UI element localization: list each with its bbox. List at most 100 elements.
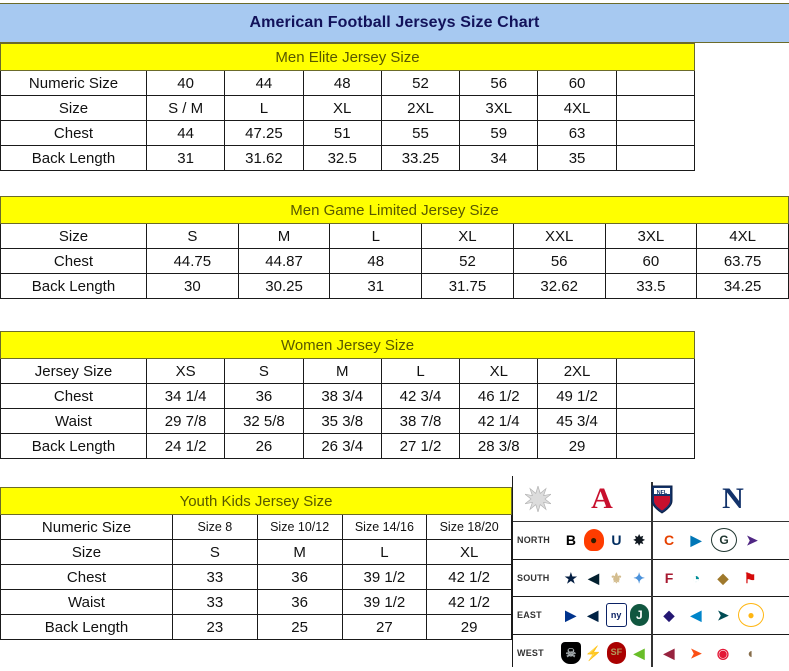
empty-cell (616, 146, 694, 171)
data-cell: S (225, 359, 303, 384)
table-banner-women: Women Jersey Size (1, 332, 695, 359)
data-cell: 26 3/4 (303, 434, 381, 459)
table-banner-men-elite: Men Elite Jersey Size (1, 44, 695, 71)
team-logo-chiefs-icon: ◉ (711, 642, 735, 664)
data-cell: 34 1/4 (147, 384, 225, 409)
data-cell: 42 1/4 (460, 409, 538, 434)
team-logo-bengals-icon: B (561, 529, 581, 551)
data-cell: 45 3/4 (538, 409, 616, 434)
afc-letter: A (591, 484, 613, 514)
data-cell: 2XL (381, 96, 459, 121)
data-cell: M (303, 359, 381, 384)
data-cell: 34.25 (697, 274, 789, 299)
data-cell: 60 (605, 249, 697, 274)
afc-team-group: ★◀⚜✦ (561, 567, 649, 589)
data-cell: 31.75 (422, 274, 514, 299)
row-label: Back Length (1, 274, 147, 299)
data-cell: Size 18/20 (427, 515, 512, 540)
team-logo-eagles-icon: ➤ (711, 604, 735, 626)
empty-cell (616, 96, 694, 121)
row-label: Jersey Size (1, 359, 147, 384)
data-cell: Size 14/16 (342, 515, 427, 540)
team-logo-redskins-icon: ● (738, 603, 764, 627)
data-cell: 44.87 (238, 249, 330, 274)
data-cell: 44 (225, 71, 303, 96)
data-cell: L (381, 359, 459, 384)
data-cell: 32 5/8 (225, 409, 303, 434)
data-cell: 29 (427, 615, 512, 640)
team-logo-chargers-icon: ⚡ (584, 642, 604, 664)
team-logo-colts-icon: U (607, 529, 627, 551)
data-cell: 52 (381, 71, 459, 96)
data-cell: XS (147, 359, 225, 384)
data-cell: 40 (147, 71, 225, 96)
data-cell: 27 1/2 (381, 434, 459, 459)
table-banner-row: Men Elite Jersey Size (1, 44, 695, 71)
empty-cell (616, 384, 694, 409)
data-cell: 47.25 (225, 121, 303, 146)
team-logo-ravens-icon: ◆ (657, 604, 681, 626)
team-logo-panthers-icon: ◀ (684, 604, 708, 626)
data-cell: 4XL (538, 96, 616, 121)
team-logo-steelers-icon: ✸ (629, 529, 649, 551)
data-cell: 29 7/8 (147, 409, 225, 434)
data-cell: 29 (538, 434, 616, 459)
empty-cell (616, 71, 694, 96)
data-cell: 4XL (697, 224, 789, 249)
team-logo-buccaneers-icon: ⚑ (738, 567, 762, 589)
nfc-logo: N (683, 484, 783, 514)
data-cell: 35 3/8 (303, 409, 381, 434)
svg-text:NFL: NFL (657, 490, 668, 496)
data-cell: 39 1/2 (342, 565, 427, 590)
team-logo-browns-icon: ● (584, 529, 604, 551)
row-label: Back Length (1, 615, 173, 640)
data-cell: Size 10/12 (257, 515, 342, 540)
team-logo-seahawks-icon: ◀ (629, 642, 649, 664)
team-logo-packers-icon: G (711, 528, 737, 552)
row-label: Size (1, 540, 173, 565)
team-logo-bills-icon: ▶ (561, 604, 580, 626)
row-label: Numeric Size (1, 71, 147, 96)
team-logo-broncos-icon: ➤ (684, 642, 708, 664)
row-label: Waist (1, 409, 147, 434)
data-cell: 63 (538, 121, 616, 146)
team-logo-patriots-icon: ◀ (583, 604, 602, 626)
data-cell: 33.25 (381, 146, 459, 171)
row-label: Back Length (1, 434, 147, 459)
row-label: Waist (1, 590, 173, 615)
team-logo-texans-icon: ◀ (584, 567, 604, 589)
data-cell: XL (422, 224, 514, 249)
team-logo-titans-icon: ✦ (629, 567, 649, 589)
nfc-team-group: C▶G➤ (649, 528, 777, 552)
nfc-team-group: ◀➤◉◖ (649, 642, 777, 664)
data-cell: XL (460, 359, 538, 384)
team-logo-giants-icon: ny (606, 603, 627, 627)
data-cell: 28 3/8 (460, 434, 538, 459)
table-banner-youth-kids: Youth Kids Jersey Size (1, 488, 512, 515)
data-cell: 33.5 (605, 274, 697, 299)
empty-cell (616, 121, 694, 146)
data-cell: 31 (147, 146, 225, 171)
empty-cell (616, 359, 694, 384)
data-cell: 25 (257, 615, 342, 640)
team-logo-rams-icon: ◖ (738, 642, 762, 664)
data-cell: 55 (381, 121, 459, 146)
team-logo-bears-icon: C (657, 529, 681, 551)
afc-logo: A (563, 484, 641, 514)
table-banner-row: Women Jersey Size (1, 332, 695, 359)
empty-cell (616, 434, 694, 459)
data-cell: 36 (257, 565, 342, 590)
data-cell: 42 1/2 (427, 590, 512, 615)
page-title: American Football Jerseys Size Chart (250, 14, 540, 32)
data-cell: 42 3/4 (381, 384, 459, 409)
